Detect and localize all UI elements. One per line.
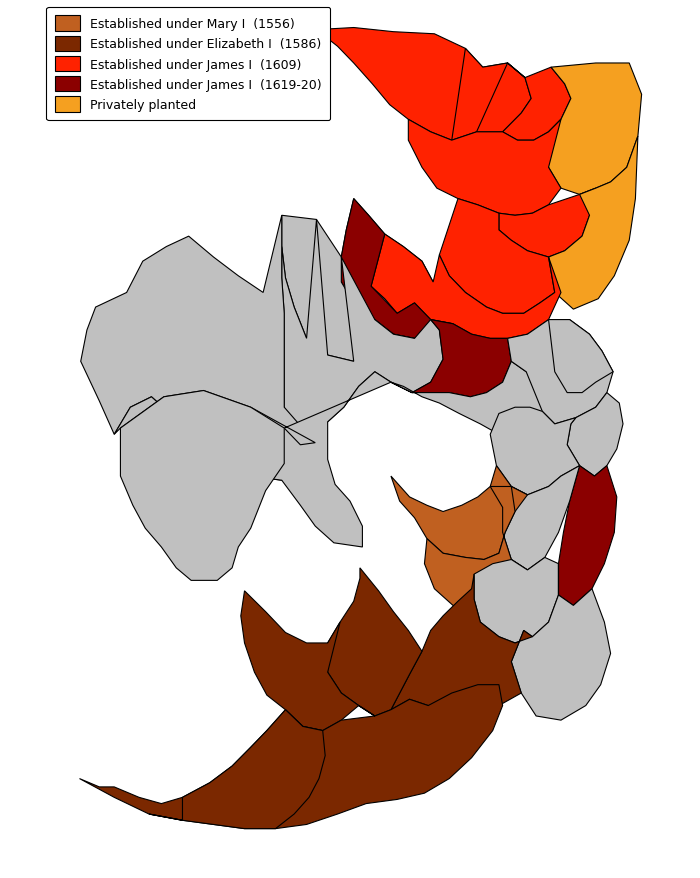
Polygon shape <box>549 320 613 393</box>
Polygon shape <box>281 220 443 445</box>
Polygon shape <box>452 49 571 141</box>
Polygon shape <box>567 393 623 477</box>
Polygon shape <box>511 564 610 720</box>
Polygon shape <box>490 407 580 495</box>
Polygon shape <box>559 466 617 606</box>
Polygon shape <box>440 199 555 314</box>
Polygon shape <box>408 120 561 216</box>
Polygon shape <box>80 685 503 829</box>
Polygon shape <box>474 558 559 644</box>
Polygon shape <box>80 216 315 516</box>
Polygon shape <box>503 466 580 571</box>
Polygon shape <box>391 466 528 560</box>
Polygon shape <box>281 216 414 362</box>
Polygon shape <box>120 391 284 580</box>
Polygon shape <box>316 28 531 141</box>
Polygon shape <box>391 574 533 710</box>
Polygon shape <box>549 137 638 310</box>
Polygon shape <box>114 372 391 547</box>
Polygon shape <box>241 591 358 730</box>
Polygon shape <box>499 189 596 258</box>
Polygon shape <box>391 362 549 435</box>
Polygon shape <box>508 320 613 424</box>
Polygon shape <box>371 234 561 339</box>
Polygon shape <box>391 320 511 398</box>
Polygon shape <box>149 710 326 829</box>
Polygon shape <box>328 568 422 716</box>
Polygon shape <box>342 199 453 339</box>
Polygon shape <box>342 199 433 314</box>
Legend: Established under Mary I  (1556), Established under Elizabeth I  (1586), Establi: Established under Mary I (1556), Establi… <box>46 8 330 121</box>
Polygon shape <box>542 64 642 195</box>
Polygon shape <box>424 487 528 612</box>
